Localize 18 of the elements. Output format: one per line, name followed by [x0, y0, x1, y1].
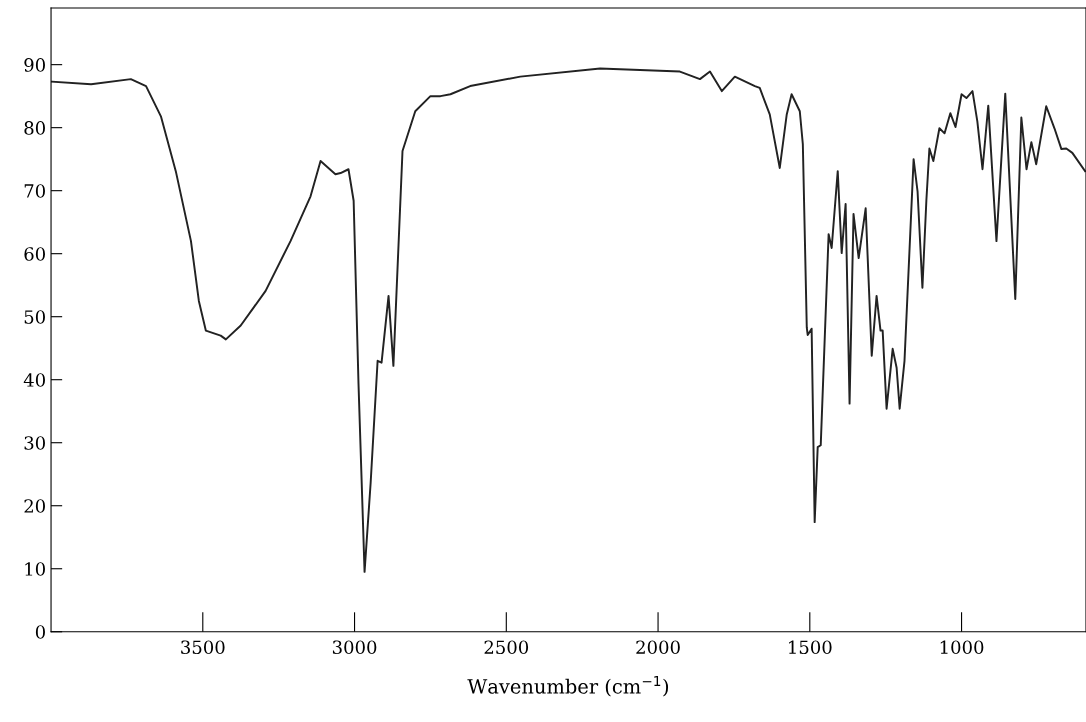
x-tick-label: 2000	[636, 640, 680, 655]
x-tick-label: 1000	[940, 640, 984, 655]
x-tick-label: 3500	[181, 640, 225, 655]
x-tick-label: 1500	[789, 640, 832, 655]
x-tick-label: 2500	[484, 640, 529, 655]
y-tick-label: 10	[25, 562, 45, 576]
y-tick-label: 70	[24, 184, 45, 198]
y-tick-label: 50	[24, 310, 45, 324]
x-tick-label: 3000	[332, 640, 377, 655]
y-tick-label: 30	[24, 436, 45, 450]
y-tick-label: 0	[35, 625, 45, 639]
y-tick-label: 20	[24, 499, 45, 513]
y-tick-label: 60	[24, 247, 45, 261]
y-tick-label: 40	[23, 373, 45, 387]
line-series	[51, 67, 1086, 573]
y-tick-label: 80	[24, 121, 45, 135]
x-axis-title: Wavenumber (cm$^{−1}$)	[467, 676, 669, 697]
y-tick-label: 90	[24, 58, 45, 72]
